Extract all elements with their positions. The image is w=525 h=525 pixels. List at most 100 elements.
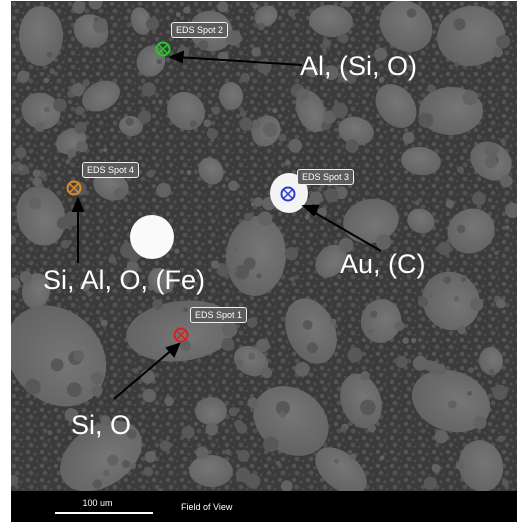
particle (119, 115, 143, 137)
small-particle (395, 355, 408, 368)
small-particle (46, 51, 53, 58)
particle (21, 92, 61, 130)
sem-micrograph (11, 1, 517, 491)
small-particle (288, 138, 302, 153)
small-particle (203, 119, 212, 128)
small-particle (437, 241, 452, 256)
small-particle (279, 410, 287, 418)
small-particle (417, 296, 429, 308)
small-particle (375, 155, 380, 160)
particle (198, 157, 224, 185)
small-particle (394, 321, 405, 331)
spot-marker-1[interactable] (173, 327, 189, 343)
small-particle (322, 68, 327, 74)
particle (401, 146, 441, 176)
small-particle (211, 260, 220, 269)
small-particle (262, 122, 278, 137)
spot-marker-2[interactable] (155, 41, 171, 57)
small-particle (256, 338, 270, 353)
small-particle (133, 368, 139, 374)
small-particle (429, 293, 434, 298)
small-particle (272, 107, 278, 114)
small-particle (263, 436, 279, 453)
small-particle (294, 362, 310, 377)
small-particle (243, 257, 256, 270)
small-particle (232, 246, 238, 252)
small-particle (138, 110, 152, 124)
small-particle (72, 1, 86, 14)
small-particle (127, 429, 137, 440)
field-of-view-label: Field of View (181, 502, 233, 512)
small-particle (120, 272, 132, 284)
small-particle (102, 469, 110, 477)
small-particle (500, 174, 513, 188)
particle (407, 208, 435, 234)
small-particle (257, 22, 265, 31)
arrow-head-spot-2 (168, 50, 185, 64)
small-particle (64, 408, 79, 422)
small-particle (248, 352, 256, 360)
small-particle (418, 112, 434, 128)
spot-2-cross (158, 44, 168, 54)
small-particle (11, 277, 21, 291)
small-particle (332, 102, 348, 119)
particle (447, 208, 495, 254)
small-particle (113, 187, 126, 200)
small-particle (460, 277, 466, 282)
small-particle (251, 47, 261, 57)
small-particle (18, 164, 24, 171)
spot-marker-3[interactable] (280, 186, 296, 202)
small-particle (91, 385, 103, 397)
small-particle (501, 479, 509, 487)
small-particle (434, 429, 449, 444)
small-particle (156, 58, 162, 65)
small-particle (143, 467, 154, 477)
small-particle (92, 479, 102, 489)
small-particle (237, 449, 250, 462)
small-particle (470, 297, 484, 312)
small-particle (489, 368, 495, 375)
arrow-spot-2 (175, 56, 303, 66)
small-particle (289, 276, 296, 282)
small-particle (375, 234, 392, 250)
scale-bar-label: 100 um (82, 498, 113, 508)
particle (315, 244, 347, 278)
particle (16, 186, 66, 246)
small-particle (29, 196, 42, 210)
small-particle (11, 161, 24, 174)
small-particle (457, 326, 466, 335)
particle (379, 1, 433, 52)
annotation-spot-4: Si, Al, O, (Fe) (43, 265, 206, 295)
small-particle (468, 367, 474, 373)
spot-marker-4[interactable] (66, 180, 82, 196)
small-particle (183, 307, 189, 313)
small-particle (467, 391, 472, 396)
small-particle (503, 1, 509, 7)
small-particle (427, 84, 436, 93)
small-particle (494, 250, 499, 256)
particle (82, 80, 120, 112)
small-particle (411, 337, 417, 343)
small-particle (228, 407, 238, 417)
small-particle (324, 188, 339, 203)
small-particle (211, 106, 221, 115)
small-particle (240, 72, 251, 83)
small-particle (82, 79, 90, 87)
small-particle (412, 355, 428, 371)
spot-1-ring (173, 327, 189, 343)
small-particle (309, 191, 323, 205)
spot-3-cross (283, 189, 293, 199)
particle (254, 5, 278, 27)
particle-field (11, 1, 517, 491)
small-particle (252, 2, 258, 9)
eds-spot-2-label: EDS Spot 2 (171, 22, 229, 38)
particle (19, 6, 63, 66)
small-particle (32, 169, 41, 178)
small-particle (453, 18, 466, 31)
small-particle (338, 238, 354, 253)
small-particle (175, 12, 181, 17)
small-particle (340, 426, 348, 433)
small-particle (103, 147, 108, 153)
small-particle (11, 474, 19, 487)
